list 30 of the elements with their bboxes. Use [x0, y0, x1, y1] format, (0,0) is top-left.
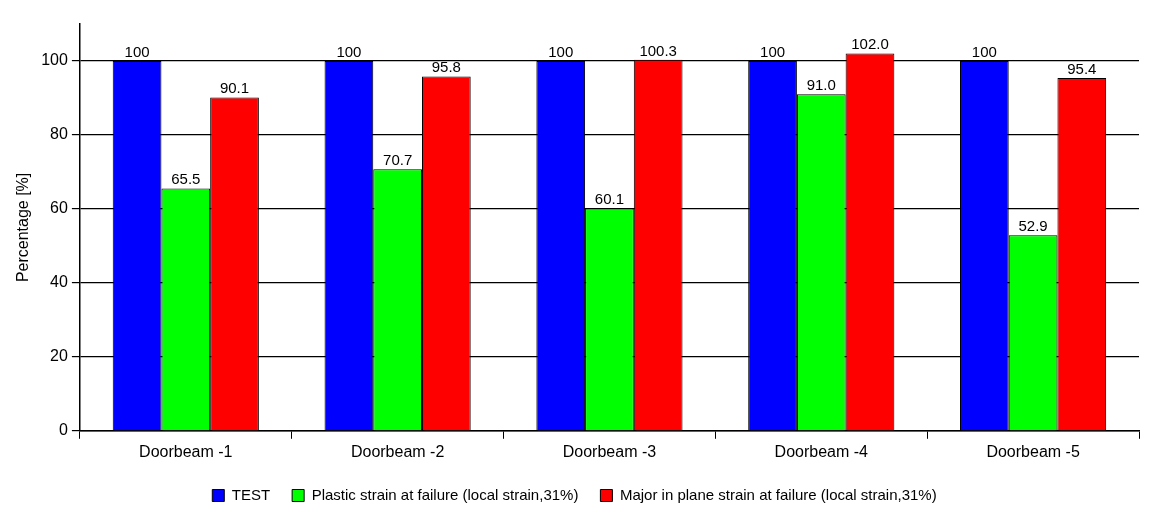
x-tick-label: Doorbeam -2 — [350, 442, 445, 460]
data-label: 90.1 — [219, 79, 250, 97]
data-label: 102.0 — [851, 35, 889, 53]
data-label: 100 — [548, 42, 574, 60]
legend-label: Plastic strain at failure (local strain,31%) — [311, 485, 579, 503]
x-tick-label: Doorbeam -5 — [986, 442, 1080, 460]
data-label: 52.9 — [1018, 216, 1048, 234]
data-label: 60.1 — [594, 190, 625, 208]
data-label: 100 — [760, 42, 786, 60]
legend-label: Major in plane strain at failure (local strain,31%) — [619, 485, 937, 503]
data-label: 91.0 — [806, 75, 836, 93]
data-label: 100 — [336, 42, 362, 60]
x-tick-label: Doorbeam -3 — [562, 442, 657, 460]
y-axis-title: Percentage [%] — [14, 172, 32, 283]
y-tick-label: 80 — [50, 125, 68, 143]
data-label: 100 — [124, 42, 150, 60]
data-label: 65.5 — [171, 170, 201, 188]
y-tick-label: 40 — [50, 273, 68, 291]
y-tick-label: 20 — [50, 347, 68, 365]
legend-label: TEST — [231, 485, 271, 503]
data-label: 100.3 — [639, 41, 677, 59]
data-label: 95.4 — [1067, 59, 1097, 77]
data-label: 95.8 — [431, 58, 461, 76]
x-tick-label: Doorbeam -1 — [139, 442, 233, 460]
y-tick-label: 60 — [50, 199, 68, 217]
y-tick-label: 0 — [58, 421, 68, 439]
y-tick-label: 100 — [41, 51, 68, 69]
data-label: 70.7 — [383, 150, 413, 168]
x-tick-label: Doorbeam -4 — [774, 442, 869, 460]
data-label: 100 — [971, 42, 997, 60]
